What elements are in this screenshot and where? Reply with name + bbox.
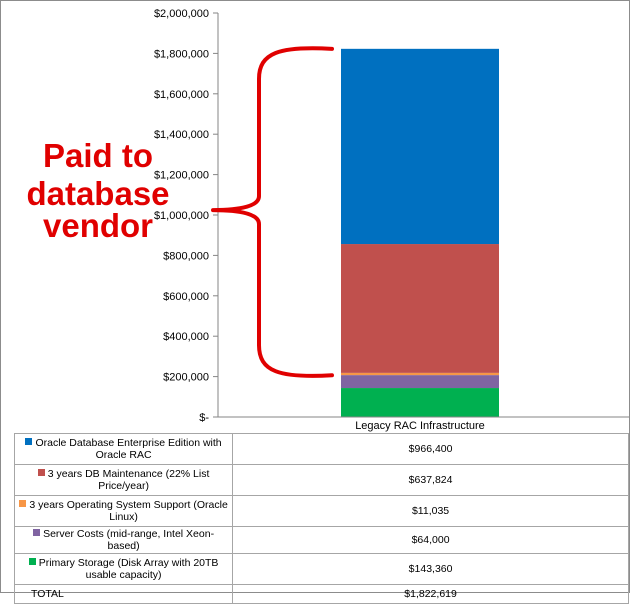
bar-segment-1 bbox=[341, 244, 499, 373]
series-label: Primary Storage (Disk Array with 20TB us… bbox=[18, 557, 229, 581]
series-label-cell: 3 years Operating System Support (Oracle… bbox=[13, 495, 234, 527]
table-row: Server Costs (mid-range, Intel Xeon-base… bbox=[13, 526, 629, 554]
series-label: 3 years DB Maintenance (22% List Price/y… bbox=[18, 468, 229, 492]
bar-segment-2 bbox=[341, 372, 499, 376]
bar-segment-4 bbox=[341, 388, 499, 417]
y-tick-label: $1,600,000 bbox=[154, 89, 209, 101]
legend-swatch bbox=[19, 500, 27, 507]
y-tick-label: $1,000,000 bbox=[154, 210, 209, 222]
series-label-cell: Primary Storage (Disk Array with 20TB us… bbox=[13, 553, 234, 585]
legend-swatch bbox=[25, 438, 33, 445]
bar-stack bbox=[341, 48, 499, 417]
series-label: Server Costs (mid-range, Intel Xeon-base… bbox=[18, 528, 229, 552]
series-name: 3 years DB Maintenance (22% List Price/y… bbox=[47, 468, 210, 492]
y-tick-label: $- bbox=[199, 412, 209, 424]
y-tick-label: $1,800,000 bbox=[154, 48, 209, 60]
total-value: $1,822,619 bbox=[232, 584, 629, 604]
x-axis: Legacy RAC Infrastructure bbox=[218, 416, 629, 432]
series-name: Primary Storage (Disk Array with 20TB us… bbox=[38, 557, 219, 581]
series-name: Server Costs (mid-range, Intel Xeon-base… bbox=[43, 528, 215, 552]
curly-brace bbox=[211, 46, 334, 378]
y-tick-label: $400,000 bbox=[163, 331, 209, 343]
annotation-line-3: vendor bbox=[43, 207, 153, 244]
legend-swatch bbox=[33, 529, 41, 536]
category-label: Legacy RAC Infrastructure bbox=[355, 420, 485, 432]
series-label-cell: Oracle Database Enterprise Edition with … bbox=[13, 433, 234, 465]
y-tick-label: $1,400,000 bbox=[154, 129, 209, 141]
table-row: 3 years DB Maintenance (22% List Price/y… bbox=[13, 464, 629, 496]
series-name: Oracle Database Enterprise Edition with … bbox=[35, 437, 222, 461]
legend-swatch bbox=[28, 558, 36, 565]
bar-segment-0 bbox=[341, 48, 499, 245]
y-tick-label: $2,000,000 bbox=[154, 8, 209, 20]
series-value: $966,400 bbox=[232, 433, 629, 465]
annotation-line-1: Paid to bbox=[43, 137, 153, 174]
series-name: 3 years Operating System Support (Oracle… bbox=[29, 499, 228, 523]
y-tick-label: $1,200,000 bbox=[154, 170, 209, 182]
table-row: Primary Storage (Disk Array with 20TB us… bbox=[13, 553, 629, 585]
y-tick-label: $600,000 bbox=[163, 291, 209, 303]
series-label-cell: Server Costs (mid-range, Intel Xeon-base… bbox=[13, 526, 234, 554]
y-tick-label: $200,000 bbox=[163, 372, 209, 384]
series-value: $64,000 bbox=[232, 526, 629, 554]
legend-swatch bbox=[37, 469, 45, 476]
series-label: Oracle Database Enterprise Edition with … bbox=[18, 437, 229, 461]
total-label: TOTAL bbox=[13, 584, 234, 604]
data-table: Oracle Database Enterprise Edition with … bbox=[13, 433, 629, 604]
series-label: 3 years Operating System Support (Oracle… bbox=[18, 499, 229, 523]
bar-segment-3 bbox=[341, 375, 499, 389]
y-tick-label: $800,000 bbox=[163, 250, 209, 262]
table-row: 3 years Operating System Support (Oracle… bbox=[13, 495, 629, 527]
series-value: $143,360 bbox=[232, 553, 629, 585]
stacked-bar-chart: $- $200,000 $400,000 $600,000 $800,000 $1,000… bbox=[26, 8, 629, 432]
series-value: $11,035 bbox=[232, 495, 629, 527]
series-value: $637,824 bbox=[232, 464, 629, 496]
series-label-cell: 3 years DB Maintenance (22% List Price/y… bbox=[13, 464, 234, 496]
annotation-line-2: database bbox=[26, 175, 169, 212]
table-row: Oracle Database Enterprise Edition with … bbox=[13, 433, 629, 465]
table-row-total: TOTAL $1,822,619 bbox=[13, 584, 629, 604]
y-axis: $- $200,000 $400,000 $600,000 $800,000 $1,000… bbox=[154, 8, 219, 424]
